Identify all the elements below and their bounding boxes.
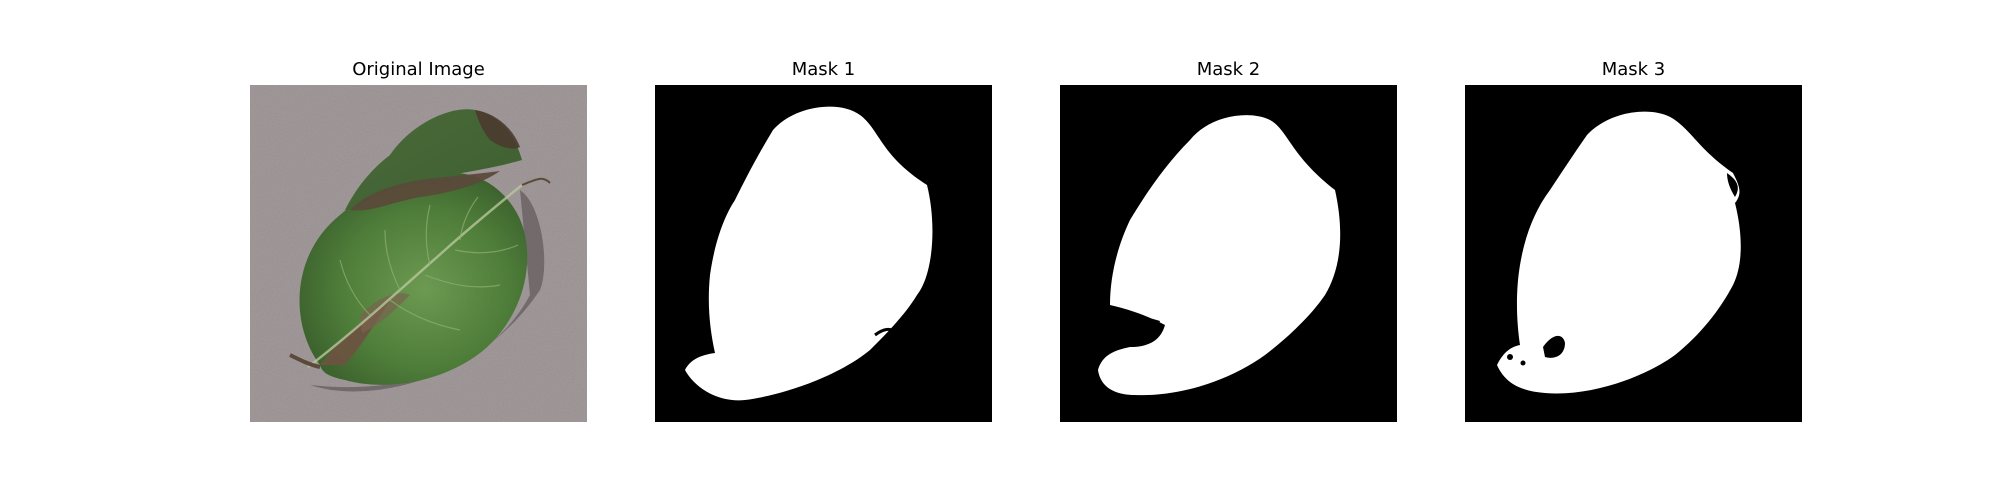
original-leaf-image bbox=[250, 85, 587, 422]
panel-title-mask-1: Mask 1 bbox=[791, 59, 856, 80]
panel-title-original-image: Original Image bbox=[352, 59, 485, 80]
panel-title-mask-3: Mask 3 bbox=[1601, 59, 1666, 80]
mask-2-panel: Mask 2 bbox=[1060, 55, 1397, 422]
original-image-panel: Original Image bbox=[250, 55, 587, 422]
mask-1-panel: Mask 1 bbox=[655, 55, 992, 422]
mask-2-image bbox=[1060, 85, 1397, 422]
mask-3-image bbox=[1465, 85, 1802, 422]
panel-title-mask-2: Mask 2 bbox=[1196, 59, 1261, 80]
mask-3-panel: Mask 3 bbox=[1465, 55, 1802, 422]
mask-1-image bbox=[655, 85, 992, 422]
